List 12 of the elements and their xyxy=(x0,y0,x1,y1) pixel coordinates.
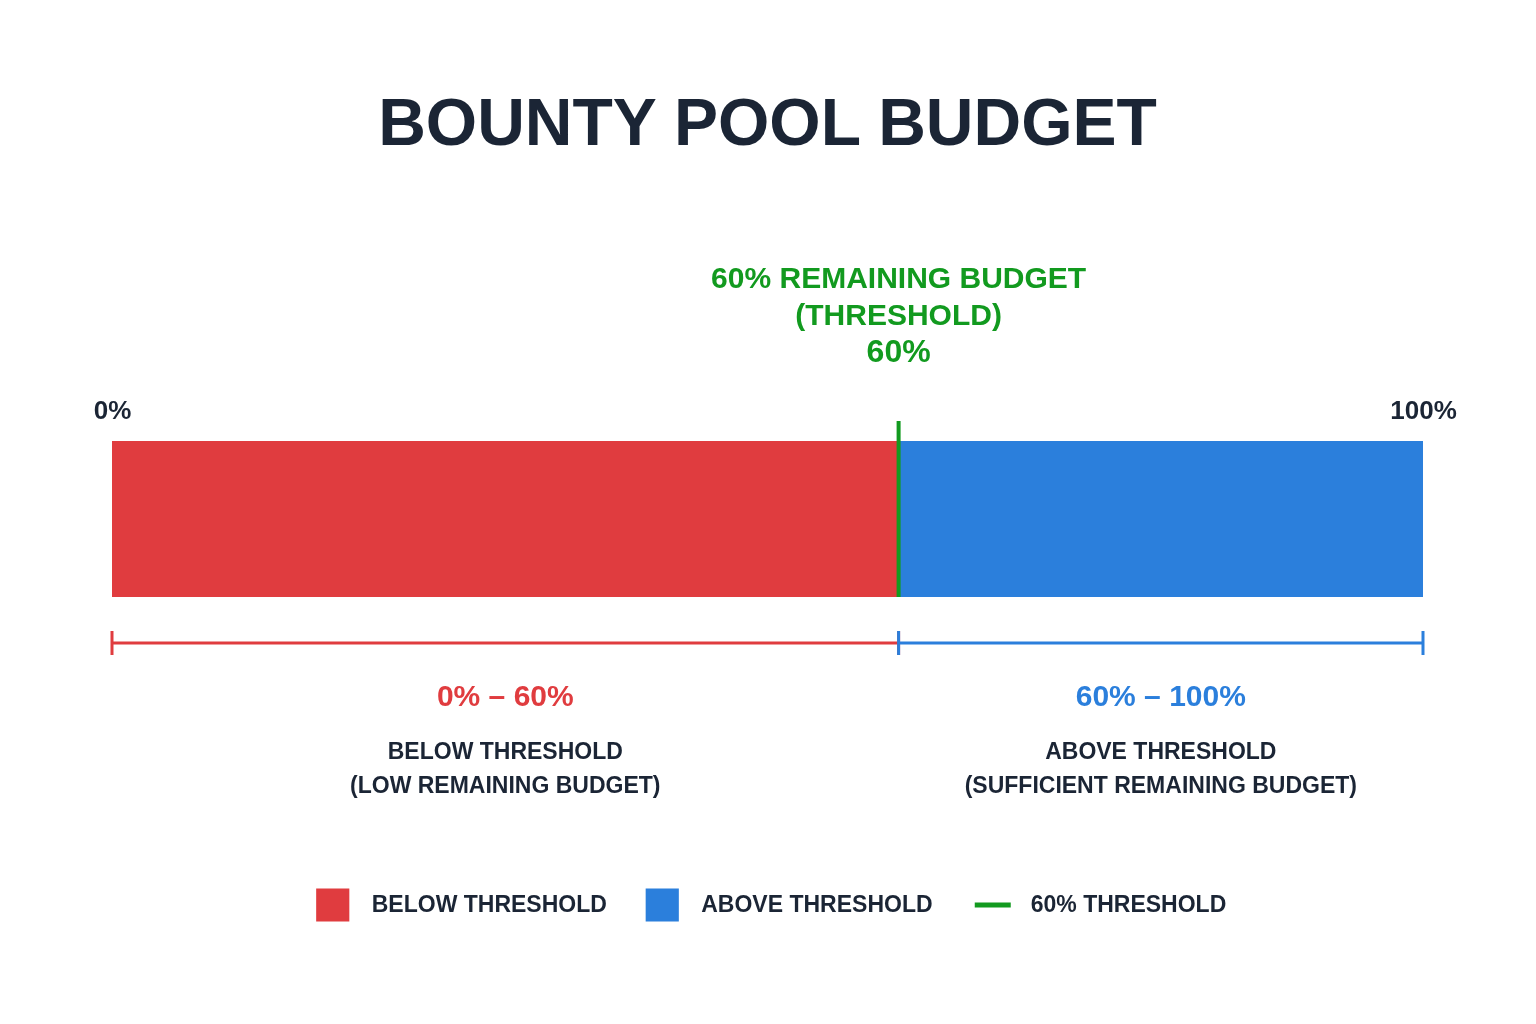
text: BELOW THRESHOLD (LOW REMAINING BUDGET) xyxy=(350,738,661,798)
text: ABOVE THRESHOLD (SUFFICIENT REMAINING BUDGET) xyxy=(964,738,1357,798)
legend-label: 60% THRESHOLD xyxy=(1030,891,1227,917)
text: 60% – 100% xyxy=(1075,679,1246,712)
text: 60% xyxy=(866,333,931,369)
x-tick-label: 100% xyxy=(1390,394,1457,425)
text: 60% REMAINING BUDGET (THRESHOLD) xyxy=(711,261,1087,331)
chart-title: BOUNTY POOL BUDGET xyxy=(378,85,1157,159)
legend-label: BELOW THRESHOLD xyxy=(371,891,607,917)
x-tick-label: 0% xyxy=(93,394,132,425)
text: 0% – 60% xyxy=(436,679,574,712)
legend-label: ABOVE THRESHOLD xyxy=(701,891,933,917)
